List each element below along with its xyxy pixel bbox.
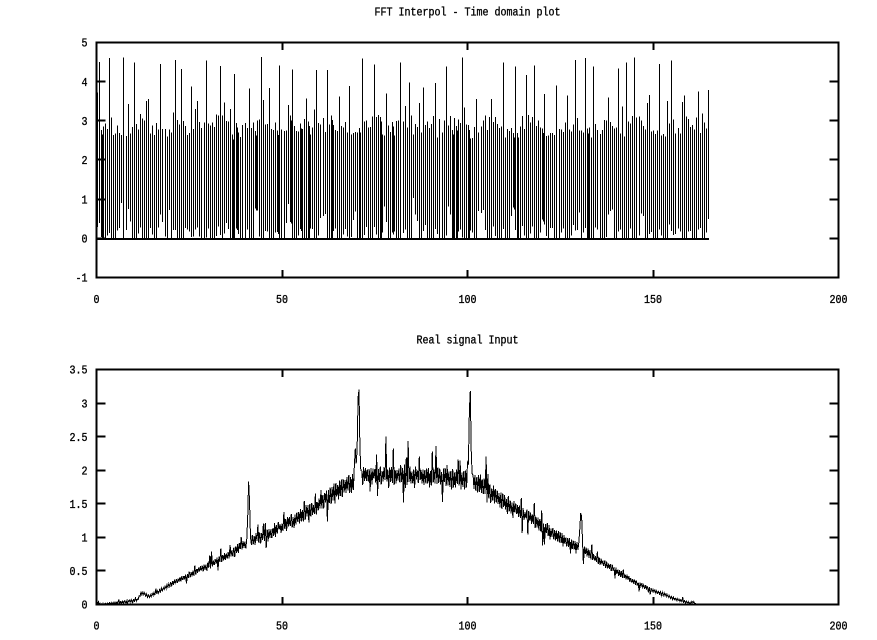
svg-text:Real signal Input: Real signal Input [417, 334, 519, 348]
svg-text:0: 0 [94, 293, 100, 307]
svg-text:4: 4 [82, 76, 88, 90]
svg-text:5: 5 [82, 37, 88, 51]
svg-text:3: 3 [82, 397, 88, 411]
svg-text:0: 0 [94, 620, 100, 634]
svg-text:2: 2 [82, 154, 88, 168]
svg-text:0: 0 [82, 233, 88, 247]
svg-text:50: 50 [276, 620, 288, 634]
svg-text:100: 100 [459, 293, 477, 307]
svg-text:1: 1 [82, 193, 88, 207]
svg-text:2.5: 2.5 [70, 431, 88, 445]
svg-text:200: 200 [830, 293, 848, 307]
svg-text:150: 150 [644, 293, 662, 307]
svg-text:3: 3 [82, 115, 88, 129]
svg-text:2: 2 [82, 464, 88, 478]
svg-text:0.5: 0.5 [70, 565, 88, 579]
svg-text:150: 150 [644, 620, 662, 634]
svg-text:FFT Interpol - Time domain plo: FFT Interpol - Time domain plot [375, 6, 561, 20]
svg-text:1: 1 [82, 532, 88, 546]
svg-text:100: 100 [459, 620, 477, 634]
svg-text:200: 200 [830, 620, 848, 634]
svg-text:0: 0 [82, 599, 88, 613]
svg-text:-1: -1 [76, 272, 88, 286]
svg-text:50: 50 [276, 293, 288, 307]
svg-text:3.5: 3.5 [70, 364, 88, 378]
svg-text:1.5: 1.5 [70, 498, 88, 512]
